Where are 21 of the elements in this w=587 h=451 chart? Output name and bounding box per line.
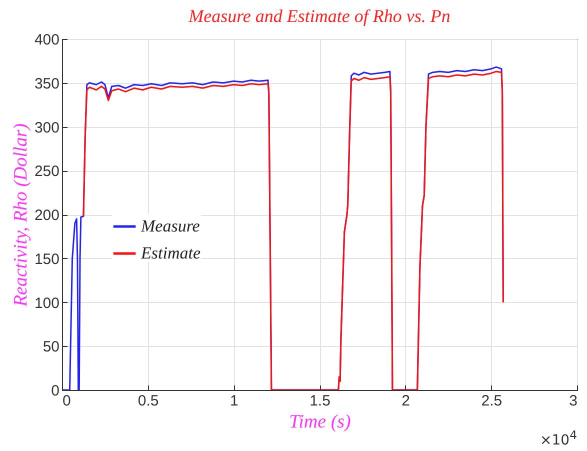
x-tick-label: 1 — [230, 392, 238, 410]
text: ×10$^{4}$ — [540, 428, 577, 449]
y-tick-label: 200 — [34, 207, 60, 224]
x-tick-label: 2 — [402, 392, 410, 410]
chart-title: Measure and Estimate of Rho vs. Pn — [188, 6, 450, 26]
y-tick-label: 350 — [34, 75, 60, 92]
x-tick-label: 0.5 — [138, 392, 159, 410]
y-tick-label: 400 — [34, 32, 60, 48]
x-tick-label: 3 — [569, 392, 578, 410]
x-tick-label: 0 — [62, 392, 71, 410]
x-axis-title: Time (s) — [289, 412, 351, 432]
x-tick-label: 2.5 — [481, 392, 502, 410]
y-tick-label: 100 — [34, 294, 60, 312]
y-tick-label: 50 — [42, 338, 60, 356]
y-tick-label: 300 — [34, 119, 60, 136]
legend-label: Estimate — [140, 244, 201, 262]
y-tick-label: 250 — [34, 163, 60, 180]
legend-label: Measure — [140, 216, 200, 236]
x-tick-label: 1.5 — [310, 392, 330, 410]
y-tick-label: 150 — [34, 250, 60, 268]
y-axis-title: Reactivity, Rho (Dollar) — [10, 123, 32, 308]
